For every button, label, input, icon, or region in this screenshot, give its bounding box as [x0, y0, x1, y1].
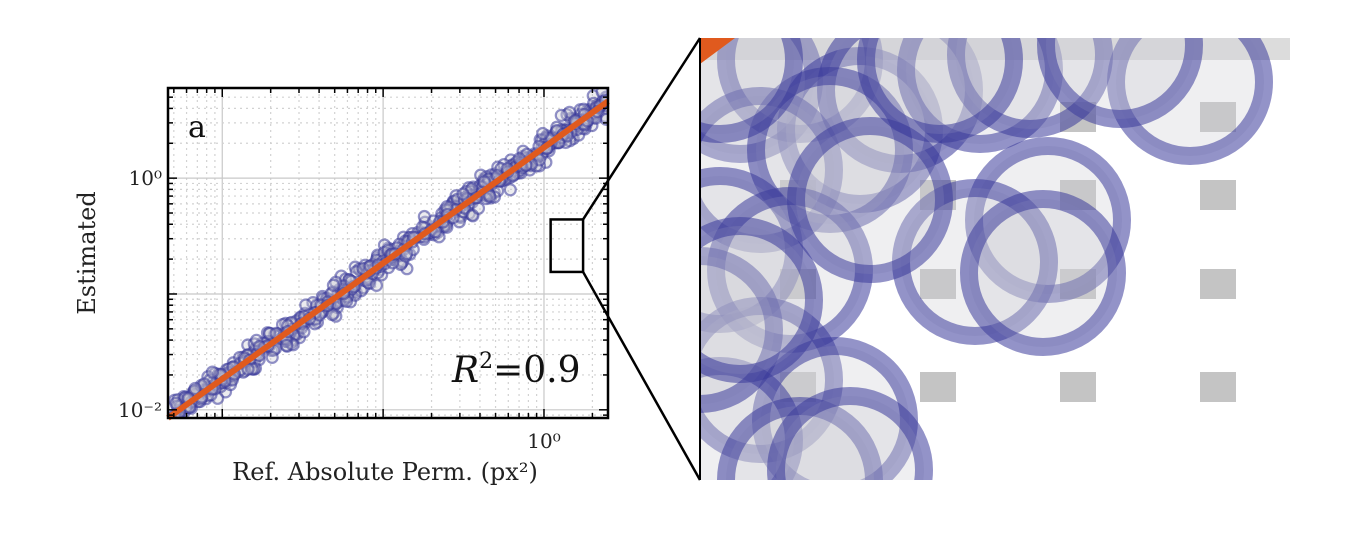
- zoom-data-point: [767, 387, 933, 480]
- r-squared-symbol: R: [451, 350, 479, 391]
- data-point: [503, 183, 517, 197]
- data-point: [279, 338, 294, 353]
- data-point: [205, 365, 220, 379]
- data-point: [169, 421, 180, 432]
- data-point: [249, 333, 264, 347]
- zoom-grid-square: [1200, 102, 1236, 132]
- x-tick-label: 10⁰: [527, 429, 560, 453]
- y-tick-label: 10⁻²: [118, 398, 162, 422]
- data-point: [169, 420, 180, 431]
- axis-ticks: 10⁰ 10⁻² 10⁰: [118, 88, 608, 453]
- data-point: [369, 278, 384, 292]
- data-point: [168, 420, 179, 431]
- data-point: [265, 350, 279, 364]
- y-tick-label: 10⁰: [129, 166, 162, 190]
- data-point: [471, 201, 486, 215]
- plot-frame: [166, 86, 610, 420]
- zoom-grid-square: [1060, 372, 1096, 402]
- zoom-connector-bottom: [581, 271, 702, 481]
- zoom-data-points: [700, 38, 1273, 480]
- zoom-connector-top: [582, 37, 702, 221]
- r-squared-exponent: 2: [479, 349, 493, 374]
- zoom-data-point: [787, 117, 953, 283]
- zoom-data-point: [857, 38, 1023, 143]
- r-squared-annotation: R2=0.9: [451, 349, 581, 391]
- data-point: [483, 189, 497, 203]
- zoom-grid-square: [1200, 180, 1236, 210]
- panel-label: a: [188, 110, 206, 145]
- data-point: [456, 187, 470, 201]
- zoom-data-point: [700, 38, 803, 143]
- data-point: [417, 209, 431, 224]
- zoom-grid-square: [920, 372, 956, 402]
- grid-lines: [168, 88, 608, 418]
- data-point: [554, 108, 568, 122]
- data-point: [245, 362, 259, 376]
- zoom-box: [549, 218, 585, 274]
- zoom-panel: [699, 38, 1290, 480]
- zoom-data-point: [960, 190, 1126, 356]
- data-point: [536, 126, 550, 141]
- y-axis-label: Estimated: [73, 191, 101, 314]
- scatter-panel-a: 10⁰ 10⁻² 10⁰ a R2=0.9 Ref. Absolute Perm. …: [73, 86, 610, 486]
- r-squared-value: =0.9: [493, 350, 580, 391]
- data-point: [297, 325, 311, 339]
- zoom-grid-square: [1200, 269, 1236, 299]
- zoom-data-point: [1037, 38, 1203, 128]
- data-point: [188, 381, 202, 396]
- zoom-grid-square: [1200, 372, 1236, 402]
- data-point: [299, 298, 313, 312]
- fit-line: [166, 98, 610, 421]
- zoom-fit-line: [700, 38, 735, 64]
- zoom-data-point: [1107, 38, 1273, 165]
- zoom-grid-square: [920, 269, 956, 299]
- zoom-data-point: [700, 217, 823, 383]
- data-point: [326, 278, 341, 292]
- x-axis-label: Ref. Absolute Perm. (px²): [232, 458, 538, 486]
